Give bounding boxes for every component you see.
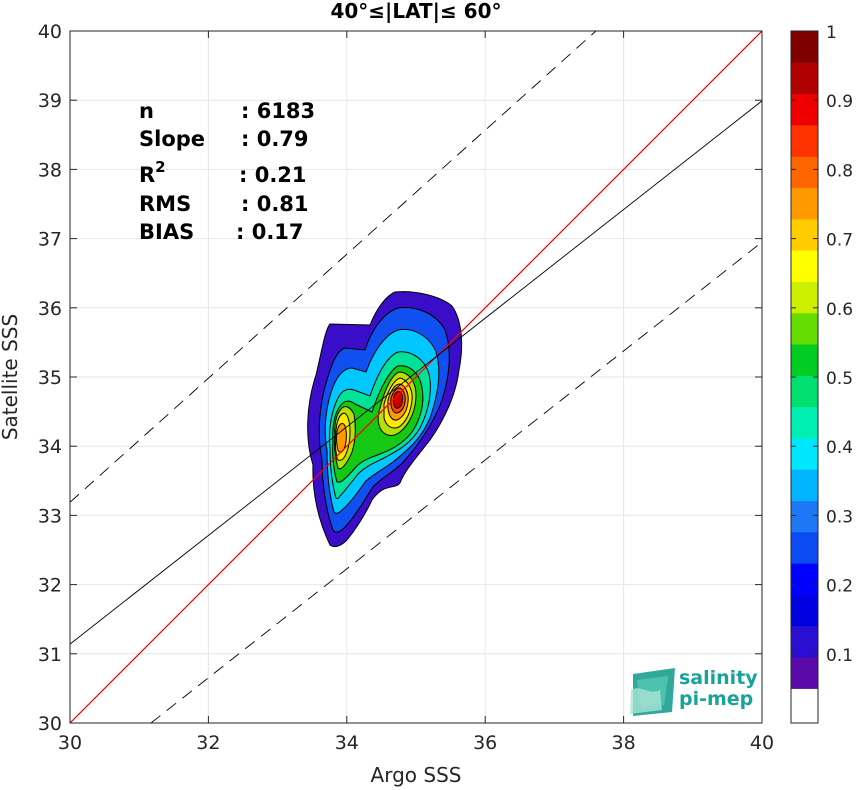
contour-level-10 — [392, 391, 404, 409]
colorbar-ticks: 0.1 0.2 0.3 0.4 0.5 0.6 0.7 0.8 0.9 1 — [791, 23, 853, 666]
upper-bound-dashed-line — [70, 31, 597, 503]
x-tick-label: 32 — [196, 732, 220, 754]
y-tick-label: 38 — [38, 159, 62, 181]
x-tick-label: 38 — [612, 732, 636, 754]
colorbar-tick-label: 1 — [826, 23, 837, 43]
y-axis-ticks: 30 31 32 33 34 35 36 37 38 39 40 — [38, 21, 762, 735]
stat-n-value: : 6183 — [241, 99, 315, 123]
density-contours — [307, 291, 463, 548]
stat-r2-sup: 2 — [155, 158, 165, 176]
colorbar-tick-label: 0.5 — [826, 369, 853, 389]
x-tick-label: 40 — [750, 732, 774, 754]
chart-title: 40°≤|LAT|≤ 60° — [330, 0, 501, 23]
stat-rms-value: : 0.81 — [241, 192, 309, 216]
colorbar-band — [791, 688, 818, 723]
y-tick-label: 33 — [38, 505, 62, 527]
y-tick-label: 36 — [38, 298, 62, 320]
colorbar-band — [791, 531, 818, 564]
stat-r2-label: R2 — [139, 158, 166, 187]
stat-n-label: n — [139, 99, 154, 123]
colorbar-tick-label: 0.8 — [826, 161, 853, 181]
stat-slope-label: Slope — [139, 127, 205, 151]
x-axis-ticks: 30 32 34 36 38 40 — [58, 31, 774, 754]
colorbar-band — [791, 657, 818, 689]
colorbar-band — [791, 31, 818, 63]
colorbar-tick-label: 0.2 — [826, 577, 853, 597]
colorbar-band — [791, 156, 818, 189]
colorbar-band — [791, 375, 818, 408]
one-to-one-line — [70, 31, 762, 723]
y-axis-label: Satellite SSS — [0, 314, 22, 440]
x-tick-label: 34 — [335, 732, 359, 754]
stat-bias-value: : 0.17 — [236, 220, 304, 244]
colorbar-band — [791, 187, 818, 220]
colorbar-band — [791, 406, 818, 439]
colorbar-band — [791, 218, 818, 251]
colorbar — [791, 31, 818, 723]
y-tick-label: 30 — [38, 713, 62, 735]
colorbar-band — [791, 124, 818, 157]
colorbar-tick-label: 0.1 — [826, 646, 853, 666]
stat-r2-value: : 0.21 — [239, 163, 307, 187]
colorbar-band — [791, 344, 818, 376]
logo-text-salinity: salinity — [679, 667, 758, 689]
x-tick-label: 30 — [58, 732, 82, 754]
colorbar-tick-label: 0.3 — [826, 507, 853, 527]
logo-text-pi-mep: pi-mep — [679, 688, 753, 710]
regression-line — [70, 100, 762, 645]
colorbar-band — [791, 469, 818, 502]
colorbar-band — [791, 312, 818, 345]
y-tick-label: 40 — [38, 21, 62, 43]
colorbar-band — [791, 500, 818, 533]
colorbar-tick-label: 0.7 — [826, 231, 853, 251]
colorbar-tick-label: 0.4 — [826, 438, 853, 458]
colorbar-band — [791, 437, 818, 470]
colorbar-band — [791, 250, 818, 282]
stat-rms-label: RMS — [139, 192, 191, 216]
colorbar-band — [791, 625, 818, 658]
stat-bias-label: BIAS — [139, 220, 194, 244]
stats-block: n : 6183 Slope : 0.79 R2 : 0.21 RMS : 0.… — [139, 99, 315, 244]
x-axis-label: Argo SSS — [371, 763, 462, 787]
y-tick-label: 34 — [38, 436, 62, 458]
y-tick-label: 35 — [38, 367, 62, 389]
reference-lines — [70, 31, 762, 723]
stat-slope-value: : 0.79 — [241, 127, 309, 151]
colorbar-band — [791, 62, 818, 95]
colorbar-tick-label: 0.9 — [826, 92, 853, 112]
colorbar-tick-label: 0.6 — [826, 300, 853, 320]
y-tick-label: 37 — [38, 229, 62, 251]
y-tick-label: 31 — [38, 644, 62, 666]
y-tick-label: 39 — [38, 90, 62, 112]
colorbar-band — [791, 563, 818, 595]
y-tick-label: 32 — [38, 575, 62, 597]
colorbar-band — [791, 93, 818, 126]
stat-r2-base: R — [139, 163, 155, 187]
colorbar-band — [791, 594, 818, 627]
salinity-pi-mep-logo: salinity pi-mep — [630, 667, 758, 716]
colorbar-band — [791, 281, 818, 314]
x-tick-label: 36 — [473, 732, 497, 754]
lower-bound-dashed-line — [150, 241, 762, 723]
